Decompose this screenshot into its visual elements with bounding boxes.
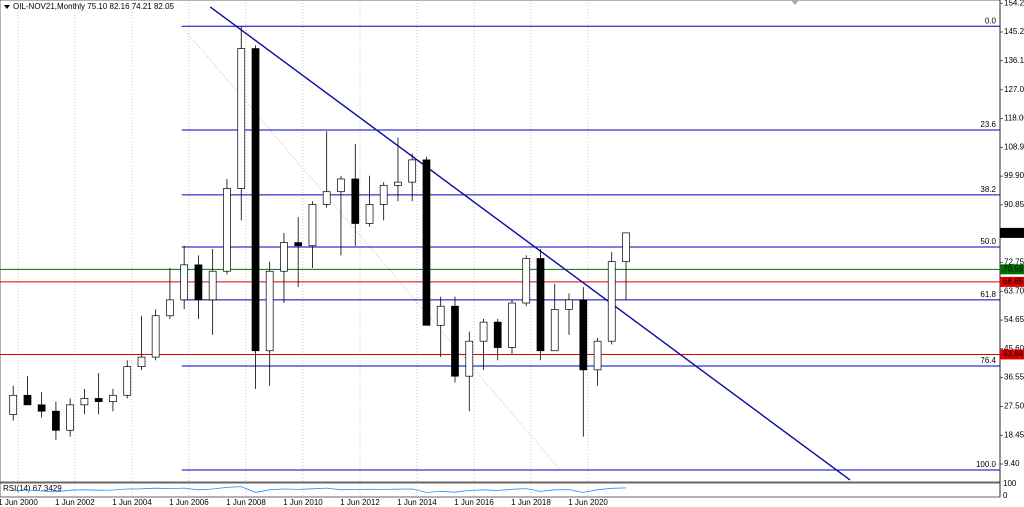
shift-marker [791, 0, 799, 5]
fib-label: 100.0 [976, 460, 997, 469]
candle-body [208, 270, 217, 301]
trendline [209, 6, 851, 481]
y-tick-label: 90.85 [1004, 200, 1024, 209]
candle-body [522, 258, 531, 304]
x-tick-label: 1 Jun 2018 [511, 498, 551, 507]
candle-body [493, 321, 502, 348]
candle-body [365, 204, 374, 224]
price-level-box [1000, 264, 1024, 275]
candle-body [622, 232, 630, 263]
rsi-tick-label: 100 [1003, 479, 1017, 488]
rsi-title: RSI(14) 67.3429 [3, 484, 62, 493]
y-tick-label: 145.20 [1004, 27, 1024, 36]
price-level-box [1000, 349, 1024, 360]
candle-body [23, 394, 32, 406]
x-tick-label: 1 Jun 2010 [283, 498, 323, 507]
candle-body [151, 315, 160, 358]
plot-frame [0, 0, 1001, 483]
candle-body [237, 48, 246, 189]
candle-body [94, 398, 103, 402]
candle-body [607, 261, 616, 342]
candle-body [294, 242, 303, 247]
candle-body [479, 321, 488, 342]
y-tick-label: 45.60 [1004, 344, 1024, 353]
candle-body [508, 302, 516, 348]
chart-title: OIL-NOV21,Monthly 75.10 82.16 74.21 82.0… [13, 2, 175, 11]
candle-body [337, 178, 345, 193]
y-tick-label: 154.25 [1004, 0, 1024, 7]
x-tick-label: 1 Jun 2020 [568, 498, 608, 507]
fib-label: 76.4 [980, 356, 996, 365]
candle-body [223, 188, 231, 272]
candle-body [66, 404, 74, 431]
candle-body [37, 404, 46, 412]
x-tick-label: 1 Jun 2016 [454, 498, 494, 507]
candle-body [265, 270, 274, 352]
current-price-box [1000, 227, 1024, 238]
price-level-label: 66.65 [1003, 277, 1024, 286]
candle-body [180, 264, 189, 301]
x-tick-label: 1 Jun 2004 [112, 498, 152, 507]
candle-body [422, 159, 431, 326]
candle-body [308, 204, 317, 247]
y-tick-label: 27.50 [1004, 402, 1024, 411]
y-tick-label: 99.90 [1004, 171, 1024, 180]
y-tick-label: 127.05 [1004, 85, 1024, 94]
y-tick-label: 136.15 [1004, 56, 1024, 65]
y-tick-label: 118.00 [1004, 114, 1024, 123]
fib-label: 61.8 [980, 290, 996, 299]
candle-body [9, 394, 18, 415]
candle-body [123, 366, 132, 396]
fib-label: 50.0 [980, 237, 996, 246]
x-tick-label: 1 Jun 2014 [397, 498, 437, 507]
y-tick-label: 108.95 [1004, 142, 1024, 151]
price-level-label: 43.84 [1003, 350, 1024, 359]
x-tick-label: 1 Jun 2006 [169, 498, 209, 507]
rsi-line [13, 486, 627, 493]
y-tick-label: 72.75 [1004, 258, 1024, 267]
candle-body [379, 184, 388, 205]
candle-body [251, 48, 260, 352]
menu-arrow [4, 5, 10, 9]
candle-body [52, 410, 60, 431]
candle-body [593, 340, 602, 371]
price-level-label: 70.59 [1003, 264, 1024, 273]
candle-body [80, 398, 89, 406]
x-tick-label: 1 Jun 2008 [226, 498, 266, 507]
candle-body [451, 305, 459, 377]
candle-body [550, 309, 559, 352]
y-tick-label: 9.40 [1004, 459, 1020, 468]
price-level-box [1000, 276, 1024, 287]
candle-body [579, 299, 588, 371]
candle-body [109, 394, 117, 402]
candle-body [536, 258, 545, 352]
candle-body [565, 299, 573, 310]
y-tick-label: 54.65 [1004, 315, 1024, 324]
fib-label: 0.0 [985, 16, 997, 25]
x-tick-label: 1 Jun 2012 [340, 498, 380, 507]
candle-body [280, 242, 288, 272]
candle-body [465, 340, 474, 377]
x-tick-label: 1 Jun 2002 [55, 498, 95, 507]
fib-diagonal [181, 26, 561, 471]
candle-body [436, 305, 445, 326]
y-tick-label: 36.55 [1004, 373, 1024, 382]
fib-label: 38.2 [980, 185, 996, 194]
candle-body [394, 181, 402, 186]
y-tick-label: 18.45 [1004, 430, 1024, 439]
current-price-label: 82.05 [1003, 228, 1024, 237]
candle-body [166, 299, 174, 317]
x-tick-label: 1 Jun 2000 [0, 498, 38, 507]
rsi-tick-label: 0 [1003, 491, 1008, 500]
y-tick-label: 63.70 [1004, 286, 1024, 295]
candle-body [194, 264, 203, 301]
candle-body [351, 178, 360, 224]
candle-body [137, 356, 146, 368]
fib-label: 23.6 [980, 120, 996, 129]
candle-body [408, 159, 417, 183]
candle-body [322, 191, 331, 205]
